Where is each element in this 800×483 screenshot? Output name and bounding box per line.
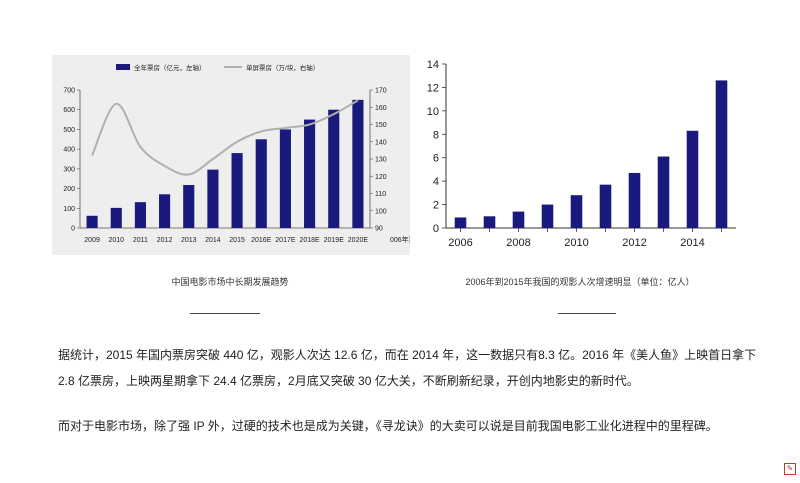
right-y-tick-label: 170 (375, 88, 387, 95)
box-office-bar (207, 169, 219, 228)
audience-bar (657, 156, 670, 228)
box-office-bar (159, 194, 171, 228)
x-tick-label: 2010 (564, 237, 588, 249)
right-caption-divider (558, 313, 616, 314)
audience-chart-svg: 0 2 4 6 8 10 12 14 2006 2008 2010 2012 2014 (427, 59, 736, 249)
right-y-tick-label: 140 (375, 139, 387, 146)
x-tick-label: 2008 (506, 237, 530, 249)
x-tick-label: 2014 (205, 237, 221, 244)
right-y-tick-label: 150 (375, 122, 387, 129)
audience-bar (541, 204, 554, 228)
box-office-bar (352, 99, 364, 228)
box-office-trend-chart: 全年票房（亿元，左轴） 单屏票房（万/块，右轴） 0 100 200 300 400 500 6… (52, 55, 416, 255)
left-caption-divider (190, 313, 260, 314)
left-y-tick-label: 200 (63, 186, 75, 193)
y-tick-label: 10 (427, 106, 439, 118)
legend-label-box-office: 全年票房（亿元，左轴） (134, 63, 206, 72)
left-y-tick-label: 400 (63, 147, 75, 154)
left-y-tick-label: 500 (63, 127, 75, 134)
box-office-chart-svg: 全年票房（亿元，左轴） 单屏票房（万/块，右轴） 0 100 200 300 400 500 6… (63, 63, 415, 244)
x-tick-label: 2010 (108, 237, 124, 244)
box-office-bar (183, 185, 195, 228)
x-tick-label: 2011 (133, 237, 148, 244)
y-tick-label: 0 (433, 223, 439, 235)
box-office-bar (328, 109, 340, 228)
x-tick-label: 2015 (229, 237, 245, 244)
x-tick-label: 2020E (348, 237, 369, 244)
y-tick-label: 2 (433, 200, 439, 212)
x-tick-label: 2006 (448, 237, 472, 249)
right-y-tick-label: 110 (375, 191, 386, 198)
box-office-bar (134, 202, 146, 228)
audience-bar (628, 172, 641, 228)
logo-icon: ✎ (784, 463, 796, 475)
right-y-tick-label: 100 (375, 208, 387, 215)
box-office-bar (231, 153, 243, 228)
x-tick-label: 2014 (680, 237, 704, 249)
x-tick-label: 2016E (251, 237, 272, 244)
left-y-tick-label: 700 (63, 88, 75, 95)
right-y-tick-label: 130 (375, 157, 387, 164)
left-y-tick-label: 300 (63, 166, 75, 173)
audience-bar (570, 195, 583, 228)
legend-label-per-screen: 单屏票房（万/块，右轴） (246, 63, 319, 72)
left-y-tick-label: 600 (63, 107, 75, 114)
audience-bar (599, 184, 612, 228)
article-paragraph-1: 据统计，2015 年国内票房突破 440 亿，观影人次达 12.6 亿，而在 2… (58, 348, 757, 388)
box-office-chart-caption: 中国电影市场中长期发展趋势 (171, 277, 289, 287)
right-y-tick-label: 120 (375, 174, 387, 181)
box-office-bar (110, 207, 122, 228)
x-tick-label: 2017E (275, 237, 296, 244)
y-tick-label: 14 (427, 59, 439, 71)
audience-growth-chart: 0 2 4 6 8 10 12 14 2006 2008 2010 2012 2014 (420, 55, 740, 260)
box-office-bar (86, 215, 98, 228)
x-tick-label: 2012 (157, 237, 173, 244)
legend-swatch-box-office (116, 64, 130, 70)
x-tick-label: 2009 (84, 237, 100, 244)
audience-bar (512, 211, 525, 228)
box-office-bar (304, 119, 316, 228)
left-y-tick-label: 100 (63, 206, 75, 213)
x-tick-label: 2019E (324, 237, 345, 244)
y-tick-label: 4 (433, 176, 439, 188)
y-tick-label: 8 (433, 129, 439, 141)
right-y-tick-label: 90 (375, 226, 383, 233)
x-tick-label: 2018E (299, 237, 320, 244)
audience-bar (454, 217, 467, 228)
box-office-bar (255, 139, 267, 228)
box-office-bar (279, 129, 291, 228)
overlap-label: 006年到 (390, 235, 410, 244)
audience-bar (715, 80, 728, 229)
y-tick-label: 6 (433, 153, 439, 165)
audience-bar (686, 130, 699, 228)
per-screen-line (91, 99, 359, 176)
x-tick-label: 2012 (622, 237, 646, 249)
x-tick-label: 2013 (181, 237, 197, 244)
audience-bar (483, 216, 496, 228)
right-y-tick-label: 160 (375, 105, 387, 112)
left-y-tick-label: 0 (71, 226, 75, 233)
article-paragraph-2: 而对于电影市场，除了强 IP 外，过硬的技术也是成为关键，《寻龙诀》的大卖可以说… (58, 419, 718, 433)
y-tick-label: 12 (427, 82, 439, 94)
audience-chart-caption: 2006年到2015年我国的观影人次增速明显（单位：亿人） (465, 277, 695, 287)
